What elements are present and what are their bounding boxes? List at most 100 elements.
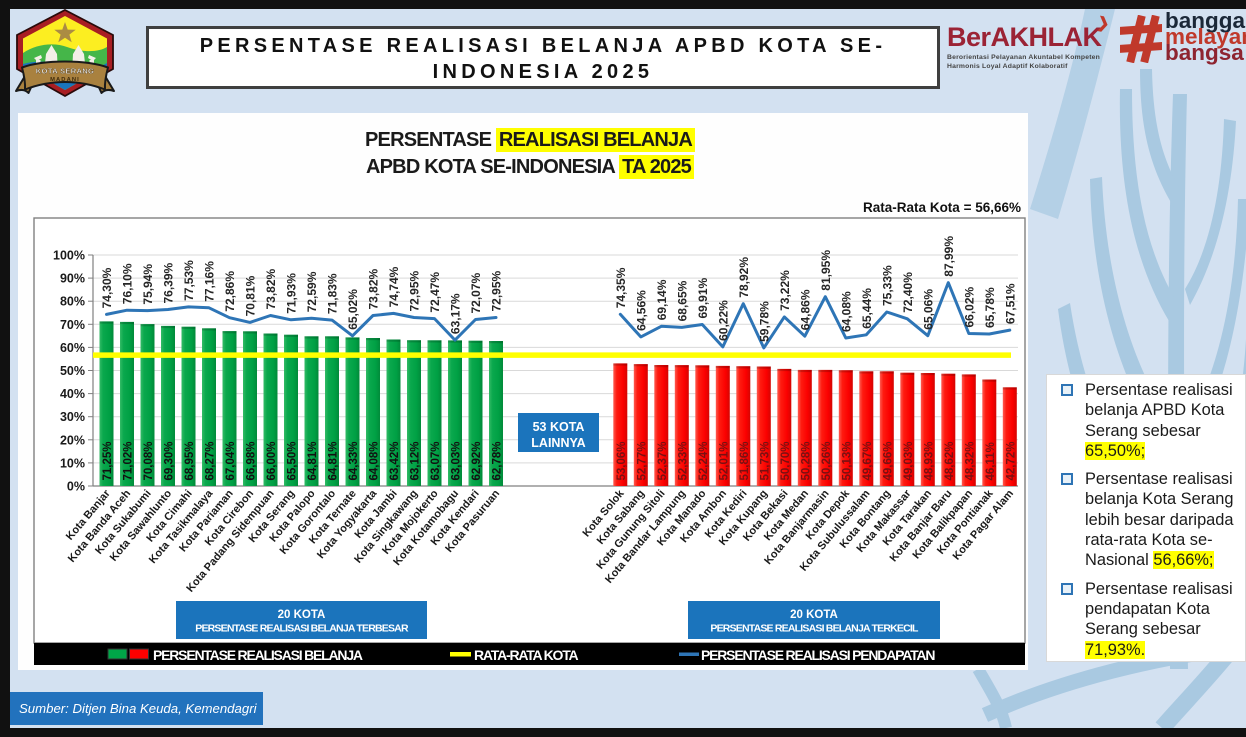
svg-text:90%: 90%: [60, 272, 85, 286]
svg-text:52,77%: 52,77%: [637, 441, 649, 480]
svg-text:63,42%: 63,42%: [389, 441, 401, 480]
svg-text:50,28%: 50,28%: [801, 441, 813, 480]
svg-text:67,04%: 67,04%: [225, 441, 237, 480]
svg-text:76,39%: 76,39%: [162, 262, 176, 303]
svg-text:65,50%: 65,50%: [287, 441, 299, 480]
svg-text:48,62%: 48,62%: [944, 441, 956, 480]
svg-text:69,91%: 69,91%: [696, 277, 710, 318]
svg-text:63,12%: 63,12%: [410, 441, 422, 480]
svg-text:72,95%: 72,95%: [490, 270, 504, 311]
svg-text:76,10%: 76,10%: [121, 263, 135, 304]
svg-text:Rata-Rata Kota = 56,66%: Rata-Rata Kota = 56,66%: [863, 200, 1021, 215]
svg-text:81,95%: 81,95%: [819, 250, 833, 291]
svg-text:64,33%: 64,33%: [348, 441, 360, 480]
svg-text:64,81%: 64,81%: [328, 441, 340, 480]
svg-text:70%: 70%: [60, 318, 85, 332]
svg-text:72,07%: 72,07%: [469, 272, 483, 313]
svg-text:75,33%: 75,33%: [881, 265, 895, 306]
svg-text:LAINNYA: LAINNYA: [531, 436, 585, 450]
svg-text:73,82%: 73,82%: [367, 268, 381, 309]
svg-text:64,86%: 64,86%: [799, 289, 813, 330]
svg-text:65,78%: 65,78%: [983, 287, 997, 328]
svg-text:70,81%: 70,81%: [244, 275, 258, 316]
svg-text:62,92%: 62,92%: [471, 441, 483, 480]
svg-text:70,08%: 70,08%: [143, 441, 155, 480]
svg-text:69,30%: 69,30%: [164, 441, 176, 480]
svg-text:64,08%: 64,08%: [840, 291, 854, 332]
svg-text:80%: 80%: [60, 295, 85, 309]
svg-text:72,59%: 72,59%: [305, 271, 319, 312]
svg-text:48,32%: 48,32%: [965, 441, 977, 480]
svg-text:78,92%: 78,92%: [737, 257, 751, 298]
svg-text:66,98%: 66,98%: [246, 441, 258, 480]
svg-text:64,81%: 64,81%: [307, 441, 319, 480]
svg-text:50,26%: 50,26%: [821, 441, 833, 480]
svg-text:52,24%: 52,24%: [698, 441, 710, 480]
svg-text:51,73%: 51,73%: [760, 441, 772, 480]
svg-text:20 KOTA: 20 KOTA: [278, 609, 326, 621]
svg-text:63,17%: 63,17%: [449, 293, 463, 334]
svg-text:64,56%: 64,56%: [635, 290, 649, 331]
svg-text:50%: 50%: [60, 364, 85, 378]
svg-text:53 KOTA: 53 KOTA: [533, 420, 585, 434]
svg-text:72,40%: 72,40%: [901, 272, 915, 313]
svg-text:87,99%: 87,99%: [942, 236, 956, 277]
svg-text:53,06%: 53,06%: [616, 441, 628, 480]
svg-text:20 KOTA: 20 KOTA: [790, 609, 838, 621]
svg-text:77,53%: 77,53%: [182, 260, 196, 301]
svg-text:68,27%: 68,27%: [205, 441, 217, 480]
svg-text:71,93%: 71,93%: [285, 273, 299, 314]
svg-text:52,33%: 52,33%: [678, 441, 690, 480]
svg-text:71,25%: 71,25%: [102, 441, 114, 480]
svg-text:68,65%: 68,65%: [676, 280, 690, 321]
svg-text:52,01%: 52,01%: [719, 441, 731, 480]
svg-text:73,82%: 73,82%: [264, 268, 278, 309]
svg-text:74,35%: 74,35%: [614, 267, 628, 308]
svg-text:49,66%: 49,66%: [883, 441, 895, 480]
svg-text:66,00%: 66,00%: [266, 441, 278, 480]
svg-text:52,37%: 52,37%: [657, 441, 669, 480]
svg-text:65,06%: 65,06%: [922, 289, 936, 330]
svg-text:62,78%: 62,78%: [492, 441, 504, 480]
svg-text:46,11%: 46,11%: [985, 442, 997, 480]
svg-text:RATA-RATA KOTA: RATA-RATA KOTA: [474, 647, 579, 663]
svg-text:KOTA SERANG: KOTA SERANG: [36, 67, 95, 76]
svg-text:71,02%: 71,02%: [123, 441, 135, 480]
svg-text:40%: 40%: [60, 387, 85, 401]
svg-text:74,30%: 74,30%: [100, 267, 114, 308]
svg-text:75,94%: 75,94%: [141, 264, 155, 305]
svg-text:PERSENTASE REALISASI BELANJA T: PERSENTASE REALISASI BELANJA TERBESAR: [195, 623, 409, 635]
svg-text:49,67%: 49,67%: [862, 441, 874, 480]
svg-text:60,22%: 60,22%: [717, 300, 731, 341]
svg-text:74,74%: 74,74%: [387, 266, 401, 307]
svg-text:59,78%: 59,78%: [758, 301, 772, 342]
svg-text:30%: 30%: [60, 410, 85, 424]
svg-text:65,44%: 65,44%: [860, 288, 874, 329]
svg-text:42,72%: 42,72%: [1006, 441, 1018, 480]
svg-text:MADANI: MADANI: [50, 77, 80, 83]
svg-text:60%: 60%: [60, 341, 85, 355]
svg-text:10%: 10%: [60, 456, 85, 470]
svg-text:72,95%: 72,95%: [408, 270, 422, 311]
svg-text:73,22%: 73,22%: [778, 270, 792, 311]
svg-text:77,16%: 77,16%: [203, 261, 217, 302]
svg-text:65,02%: 65,02%: [346, 289, 360, 330]
svg-text:63,03%: 63,03%: [451, 441, 463, 480]
svg-text:100%: 100%: [53, 249, 85, 263]
svg-text:48,93%: 48,93%: [924, 441, 936, 480]
svg-text:PERSENTASE REALISASI BELANJA T: PERSENTASE REALISASI BELANJA TERKECIL: [710, 623, 919, 635]
svg-text:20%: 20%: [60, 433, 85, 447]
svg-text:67,51%: 67,51%: [1004, 283, 1018, 324]
svg-text:72,47%: 72,47%: [428, 272, 442, 313]
svg-text:50,13%: 50,13%: [842, 441, 854, 480]
svg-text:72,86%: 72,86%: [223, 271, 237, 312]
svg-text:68,95%: 68,95%: [184, 441, 196, 480]
svg-text:63,07%: 63,07%: [430, 441, 442, 480]
svg-text:66,02%: 66,02%: [963, 286, 977, 327]
svg-text:69,14%: 69,14%: [655, 279, 669, 320]
svg-text:71,83%: 71,83%: [326, 273, 340, 314]
svg-text:49,03%: 49,03%: [903, 441, 915, 480]
svg-text:0%: 0%: [67, 480, 85, 494]
svg-text:51,86%: 51,86%: [739, 441, 751, 480]
svg-text:PERSENTASE REALISASI BELANJA: PERSENTASE REALISASI BELANJA: [153, 647, 363, 663]
